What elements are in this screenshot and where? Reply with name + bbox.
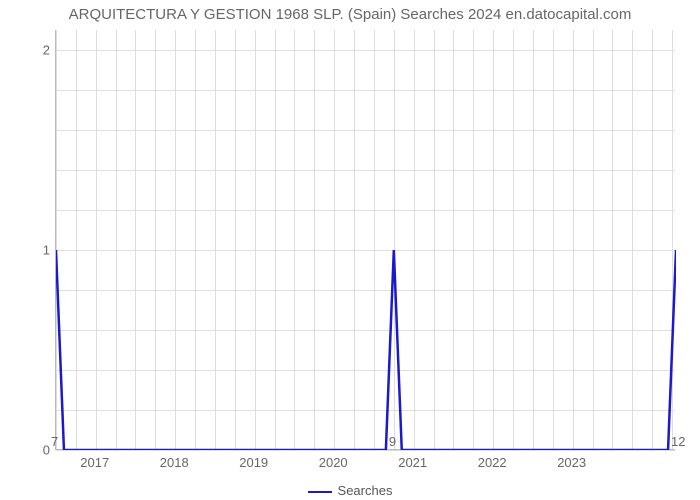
grid-v (593, 30, 594, 449)
legend: Searches (0, 483, 700, 498)
grid-v (96, 30, 97, 449)
grid-v (513, 30, 514, 449)
xtick-label: 2017 (80, 455, 109, 470)
xtick-label: 2022 (478, 455, 507, 470)
grid-h (56, 290, 675, 291)
ytick-label: 0 (10, 443, 50, 458)
grid-h (56, 370, 675, 371)
grid-v (215, 30, 216, 449)
grid-v (76, 30, 77, 449)
ytick-label: 1 (10, 243, 50, 258)
grid-v (56, 30, 57, 449)
grid-v (573, 30, 574, 449)
legend-label: Searches (338, 483, 393, 498)
grid-h (56, 130, 675, 131)
grid-v (155, 30, 156, 449)
grid-v (235, 30, 236, 449)
grid-v (195, 30, 196, 449)
grid-v (493, 30, 494, 449)
axis-corner-label: 9 (389, 434, 396, 449)
xtick-label: 2019 (239, 455, 268, 470)
grid-v (453, 30, 454, 449)
grid-h (56, 210, 675, 211)
grid-v (135, 30, 136, 449)
grid-h (56, 170, 675, 171)
grid-v (294, 30, 295, 449)
grid-h (56, 410, 675, 411)
plot-area (55, 30, 675, 450)
grid-v (473, 30, 474, 449)
grid-v (632, 30, 633, 449)
grid-v (434, 30, 435, 449)
grid-v (354, 30, 355, 449)
grid-v (255, 30, 256, 449)
grid-v (414, 30, 415, 449)
series-line (56, 30, 676, 450)
grid-h (56, 90, 675, 91)
grid-v (672, 30, 673, 449)
grid-v (533, 30, 534, 449)
grid-v (175, 30, 176, 449)
axis-corner-label: 12 (671, 434, 685, 449)
axis-corner-label: 7 (51, 434, 58, 449)
grid-h (56, 50, 675, 51)
chart-title: ARQUITECTURA Y GESTION 1968 SLP. (Spain)… (0, 6, 700, 23)
grid-h (56, 250, 675, 251)
grid-v (652, 30, 653, 449)
xtick-label: 2020 (319, 455, 348, 470)
grid-v (374, 30, 375, 449)
legend-swatch (308, 491, 332, 493)
grid-h (56, 330, 675, 331)
chart-container: ARQUITECTURA Y GESTION 1968 SLP. (Spain)… (0, 0, 700, 500)
grid-v (394, 30, 395, 449)
grid-h (56, 450, 675, 451)
ytick-label: 2 (10, 43, 50, 58)
xtick-label: 2018 (160, 455, 189, 470)
grid-v (275, 30, 276, 449)
grid-v (612, 30, 613, 449)
grid-v (334, 30, 335, 449)
xtick-label: 2023 (557, 455, 586, 470)
grid-v (314, 30, 315, 449)
grid-v (116, 30, 117, 449)
xtick-label: 2021 (398, 455, 427, 470)
grid-v (553, 30, 554, 449)
